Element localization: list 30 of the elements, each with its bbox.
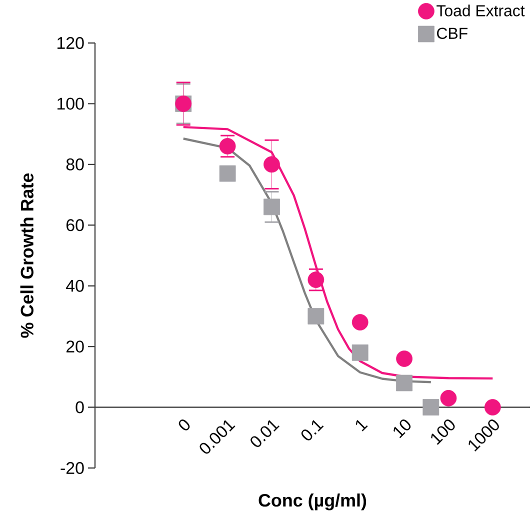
y-tick-label: 60 [66, 219, 84, 232]
y-tick-label: -20 [60, 462, 84, 474]
point [264, 198, 280, 216]
x-tick-label: 0.01 [250, 420, 280, 448]
x-tick-label: 1 [356, 420, 368, 432]
x-tick-label: 0 [178, 420, 190, 430]
y-tick-label: 120 [58, 37, 84, 49]
legend-label: CBF [437, 28, 468, 39]
y-tick-label: 20 [66, 340, 84, 353]
point [484, 399, 501, 416]
x-tick-label: 0.1 [301, 420, 324, 440]
point [352, 314, 368, 330]
point [440, 390, 457, 406]
point [219, 138, 236, 154]
point [308, 308, 324, 324]
point [396, 374, 412, 392]
point [396, 350, 412, 367]
point [219, 165, 236, 182]
point [264, 156, 280, 173]
y-tick-label: 100 [58, 98, 84, 110]
x-tick-label: 100 [431, 420, 455, 445]
point [308, 272, 324, 288]
y-tick-label: 40 [66, 280, 84, 292]
x-tick-label: 10 [394, 420, 411, 438]
legend-label: Toad Extract [436, 4, 525, 16]
y-tick-label: 0 [76, 401, 84, 414]
point [352, 344, 368, 361]
x-axis-title: Conc (µg/ml) [258, 494, 366, 510]
y-tick-label: 80 [66, 158, 84, 170]
y-axis-title: % Cell Growth Rate [20, 173, 34, 338]
